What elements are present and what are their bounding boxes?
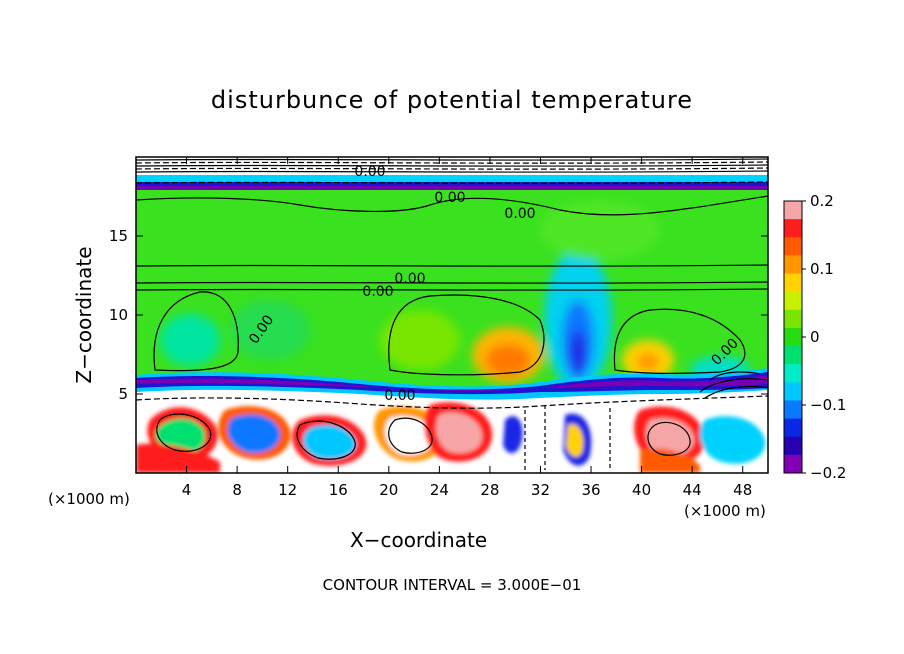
x-tick-label: 28 xyxy=(480,481,499,499)
turbulent-eddies xyxy=(136,402,766,473)
colorbar-swatch xyxy=(784,291,802,311)
x-tick-label: 44 xyxy=(683,481,702,499)
contour-label: 0.00 xyxy=(394,271,425,287)
colorbar-swatch xyxy=(784,364,802,383)
colorbar-swatch xyxy=(784,201,802,220)
x-tick-label: 48 xyxy=(733,481,752,499)
inversion-band-blue xyxy=(136,372,768,395)
colorbar-swatch xyxy=(784,309,802,329)
x-tick-label: 12 xyxy=(278,481,297,499)
contour-label: 0.00 xyxy=(434,190,465,206)
x-axis-unit: (×1000 m) xyxy=(684,502,766,520)
contour-lines xyxy=(136,158,768,470)
x-tick-label: 32 xyxy=(531,481,550,499)
colorbar-swatch xyxy=(784,237,802,256)
y-axis-label: Z−coordinate xyxy=(72,246,96,384)
colorbar-tick-label: 0.2 xyxy=(810,192,834,210)
colorbar-swatch xyxy=(784,346,802,365)
colorbar-tick-label: −0.2 xyxy=(810,464,846,482)
x-tick-label: 8 xyxy=(232,481,242,499)
colorbar-swatch xyxy=(784,273,802,293)
contour-label: 0.00 xyxy=(504,206,535,222)
colorbar-swatch xyxy=(784,255,802,275)
colorbar-tick-label: −0.1 xyxy=(810,396,846,414)
x-tick-label: 40 xyxy=(632,481,651,499)
anomaly-blobs xyxy=(160,200,750,390)
x-tick-label: 20 xyxy=(379,481,398,499)
chart-title: disturbunce of potential temperature xyxy=(210,86,694,114)
colorbar-swatch xyxy=(784,454,802,474)
x-tick-label: 36 xyxy=(581,481,600,499)
contour-label: 0.00 xyxy=(384,388,415,404)
colorbar-swatch xyxy=(784,436,802,456)
colorbar-swatch xyxy=(784,400,802,420)
colorbar-swatch xyxy=(784,418,802,438)
heatmap-field xyxy=(136,157,768,473)
colorbar-tick-label: 0.1 xyxy=(810,260,834,278)
inversion-band-cyan xyxy=(136,368,768,400)
colorbar-swatch xyxy=(784,382,802,401)
x-axis-label: X−coordinate xyxy=(350,528,488,552)
y-tick-label: 5 xyxy=(118,385,128,403)
contour-interval-note: CONTOUR INTERVAL = 3.000E−01 xyxy=(322,576,582,594)
contour-label: 0.00 xyxy=(362,284,393,300)
inversion-band-purple xyxy=(136,375,768,391)
y-axis-unit: (×1000 m) xyxy=(48,490,130,508)
colorbar-swatch xyxy=(784,219,802,238)
x-axis-ticks: 4 8 12 16 20 24 28 32 36 40 44 48 xyxy=(182,157,752,499)
contour-label: 0.00 xyxy=(354,164,385,180)
top-layer-cyan xyxy=(136,176,768,182)
y-tick-label: 15 xyxy=(109,227,128,245)
x-tick-label: 4 xyxy=(182,481,192,499)
colorbar-swatch xyxy=(784,327,802,347)
y-tick-label: 10 xyxy=(109,306,128,324)
y-axis-ticks: 5 10 15 xyxy=(109,227,768,403)
colorbar: 0.2 0.1 0 −0.1 −0.2 xyxy=(783,192,846,482)
x-tick-label: 24 xyxy=(430,481,449,499)
x-tick-label: 16 xyxy=(329,481,348,499)
top-layer-purple xyxy=(136,186,768,190)
colorbar-tick-label: 0 xyxy=(810,328,820,346)
